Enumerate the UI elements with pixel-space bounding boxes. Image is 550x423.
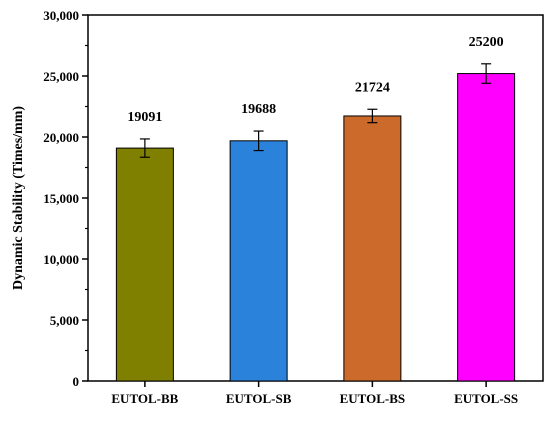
- y-tick-label: 10,000: [43, 252, 79, 267]
- y-axis-title: Dynamic Stability (Times/mm): [11, 106, 26, 290]
- x-tick-label: EUTOL-BS: [340, 391, 406, 406]
- y-tick-label: 15,000: [43, 191, 79, 206]
- error-bars: [139, 63, 492, 158]
- y-tick-label: 25,000: [43, 69, 79, 84]
- data-label: 21724: [355, 80, 390, 95]
- y-tick-label: 30,000: [43, 8, 79, 23]
- x-tick-label: EUTOL-BB: [111, 391, 178, 406]
- y-axis-ticks: 0 5,000 10,000 15,000 20,000 25,000 30,000: [43, 8, 88, 389]
- y-tick-label: 5,000: [50, 313, 79, 328]
- bar: [457, 73, 516, 382]
- data-labels: 19091 19688 21724 25200: [127, 35, 503, 125]
- data-label: 19091: [127, 110, 162, 125]
- x-tick-label: EUTOL-SS: [454, 391, 518, 406]
- bars: [115, 73, 516, 382]
- bar: [229, 140, 288, 382]
- x-axis-ticks: EUTOL-BB EUTOL-SB EUTOL-BS EUTOL-SS: [111, 381, 518, 406]
- data-label: 19688: [241, 102, 276, 117]
- bar: [115, 147, 174, 382]
- y-tick-label: 0: [73, 374, 80, 389]
- bar: [343, 115, 402, 382]
- y-tick-label: 20,000: [43, 130, 79, 145]
- x-tick-label: EUTOL-SB: [226, 391, 292, 406]
- data-label: 25200: [469, 35, 504, 50]
